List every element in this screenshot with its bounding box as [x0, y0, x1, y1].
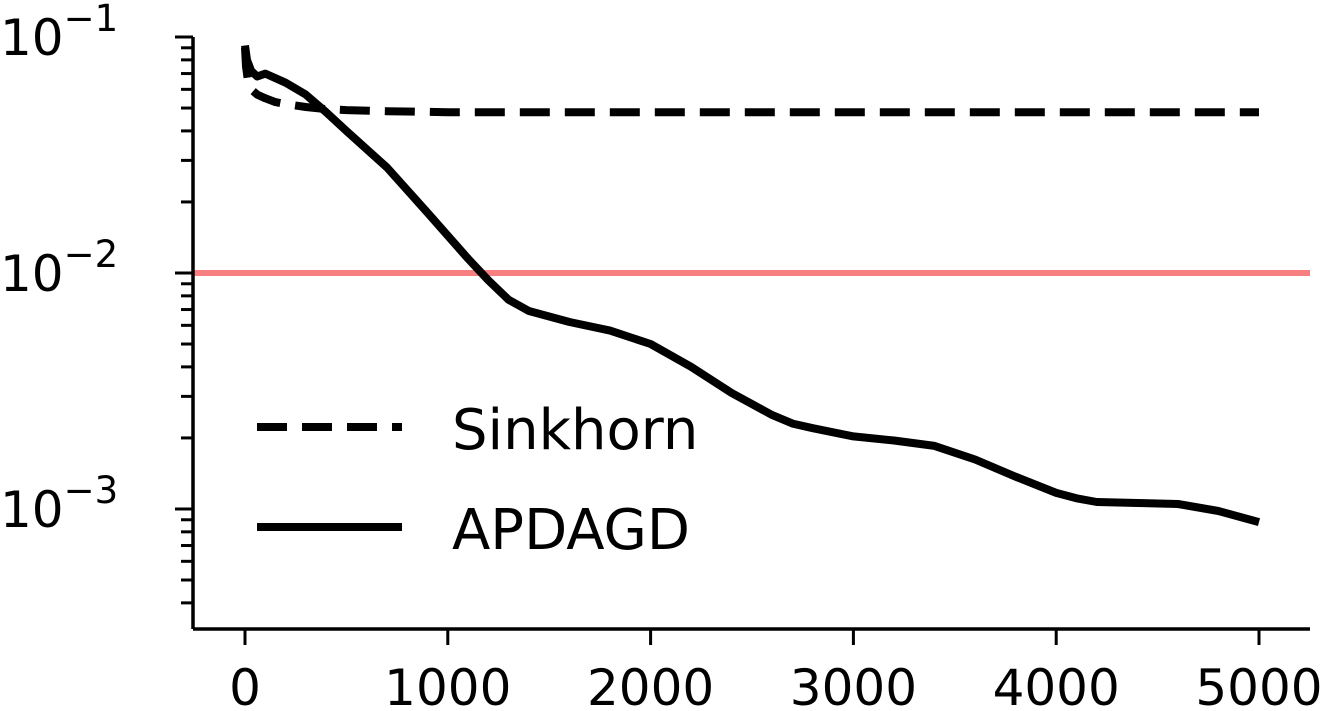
y-tick-label: 10−2	[0, 233, 118, 303]
legend: Sinkhorn APDAGD	[257, 398, 698, 563]
x-tick-label: 3000	[790, 659, 917, 711]
y-tick-label: 10−1	[0, 0, 118, 67]
series-line-sinkhorn	[241, 47, 1259, 117]
x-tick-label: 2000	[587, 659, 714, 711]
series-layer	[241, 44, 1261, 526]
x-tick-label: 4000	[993, 659, 1120, 711]
y-tick-label: 10−3	[0, 469, 118, 539]
x-tick-label: 5000	[1195, 659, 1322, 711]
legend-sinkhorn-label: Sinkhorn	[452, 398, 698, 463]
axes	[191, 37, 1310, 631]
x-tick-label: 1000	[384, 659, 511, 711]
series-line-apdagd	[241, 44, 1261, 526]
legend-apdagd-label: APDAGD	[452, 498, 690, 563]
x-tick-label: 0	[229, 659, 261, 711]
